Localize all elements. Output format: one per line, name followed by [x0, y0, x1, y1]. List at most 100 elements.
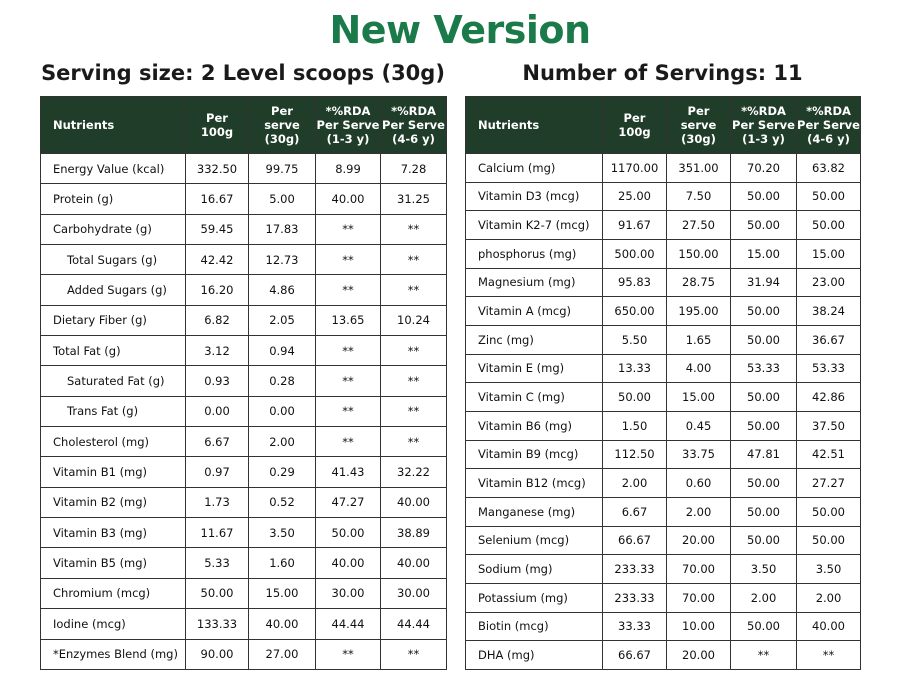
table-row: Dietary Fiber (g) 6.82 2.05 13.65 10.24 — [40, 304, 447, 337]
cell-value: ** — [380, 213, 447, 246]
cell-value: ** — [315, 274, 381, 306]
cell-value: 1170.00 — [602, 153, 667, 183]
left-table: Nutrients Per 100g Per serve (30g) *%RDA Pe… — [40, 96, 447, 670]
header-row: Nutrients Per 100g Per serve (30g) *%RDA Pe… — [465, 96, 861, 154]
nutrient-name: Calcium (mg) — [465, 153, 603, 183]
cell-value: 0.97 — [185, 456, 249, 488]
table-row: Protein (g) 16.67 5.00 40.00 31.25 — [40, 183, 447, 215]
cell-value: 7.50 — [666, 181, 731, 212]
left-heading: Serving size: 2 Level scoops (30g) — [41, 61, 445, 85]
cell-value: 40.00 — [248, 608, 316, 640]
cell-value: 50.00 — [185, 577, 249, 610]
cell-value: 50.00 — [730, 210, 797, 240]
nutrient-name: Protein (g) — [40, 183, 186, 215]
column-header: Nutrients — [40, 96, 186, 154]
column-header: *%RDA Per Serve (1-3 y) — [730, 96, 797, 154]
table-row: Vitamin B6 (mg) 1.50 0.45 50.00 37.50 — [465, 410, 861, 441]
cell-value: 0.60 — [666, 468, 731, 498]
cell-value: 28.75 — [666, 267, 731, 298]
cell-value: 50.00 — [730, 296, 797, 326]
cell-value: 13.65 — [315, 304, 381, 337]
column-header: Per 100g — [602, 96, 667, 154]
cell-value: 112.50 — [602, 439, 667, 470]
table-row: Magnesium (mg) 95.83 28.75 31.94 23.00 — [465, 267, 861, 298]
nutrient-name: Added Sugars (g) — [40, 274, 186, 306]
table-row: Cholesterol (mg) 6.67 2.00 ** ** — [40, 426, 447, 458]
cell-value: ** — [315, 638, 381, 670]
cell-value: 41.43 — [315, 456, 381, 488]
cell-value: 150.00 — [666, 238, 731, 269]
nutrient-name: Vitamin B1 (mg) — [40, 456, 186, 488]
cell-value: 47.27 — [315, 486, 381, 519]
cell-value: 25.00 — [602, 181, 667, 212]
cell-value: 50.00 — [730, 324, 797, 355]
table-row: Vitamin C (mg) 50.00 15.00 50.00 42.86 — [465, 382, 861, 412]
cell-value: 2.00 — [602, 468, 667, 498]
cell-value: 42.86 — [796, 382, 861, 412]
cell-value: 5.00 — [248, 183, 316, 215]
cell-value: 15.00 — [666, 382, 731, 412]
cell-value: ** — [380, 274, 447, 306]
cell-value: 44.44 — [380, 608, 447, 640]
cell-value: 500.00 — [602, 238, 667, 269]
cell-value: 38.89 — [380, 517, 447, 549]
cell-value: 5.33 — [185, 547, 249, 579]
cell-value: 15.00 — [730, 238, 797, 269]
nutrient-name: Vitamin B6 (mg) — [465, 410, 603, 441]
table-row: Biotin (mcg) 33.33 10.00 50.00 40.00 — [465, 611, 861, 642]
cell-value: 91.67 — [602, 210, 667, 240]
column-header: Nutrients — [465, 96, 603, 154]
table-row: Iodine (mcg) 133.33 40.00 44.44 44.44 — [40, 608, 447, 640]
cell-value: 50.00 — [796, 181, 861, 212]
cell-value: 11.67 — [185, 517, 249, 549]
nutrient-name: Iodine (mcg) — [40, 608, 186, 640]
cell-value: ** — [315, 244, 381, 276]
cell-value: ** — [380, 244, 447, 276]
right-table: Nutrients Per 100g Per serve (30g) *%RDA Pe… — [465, 96, 861, 670]
cell-value: 40.00 — [380, 486, 447, 519]
cell-value: 10.00 — [666, 611, 731, 642]
table-row: Calcium (mg) 1170.00 351.00 70.20 63.82 — [465, 153, 861, 183]
cell-value: 3.50 — [796, 554, 861, 584]
table-row: Total Sugars (g) 42.42 12.73 ** ** — [40, 244, 447, 276]
header-row: Nutrients Per 100g Per serve (30g) *%RDA Pe… — [40, 96, 447, 154]
cell-value: 59.45 — [185, 213, 249, 246]
cell-value: 4.00 — [666, 353, 731, 384]
cell-value: ** — [315, 335, 381, 367]
table-row: Vitamin B12 (mcg) 2.00 0.60 50.00 27.27 — [465, 468, 861, 498]
cell-value: 50.00 — [730, 181, 797, 212]
cell-value: 30.00 — [380, 577, 447, 610]
cell-value: 20.00 — [666, 640, 731, 670]
right-heading: Number of Servings: 11 — [522, 61, 803, 85]
nutrient-name: Vitamin B3 (mg) — [40, 517, 186, 549]
nutrient-name: Vitamin B2 (mg) — [40, 486, 186, 519]
cell-value: 36.67 — [796, 324, 861, 355]
table-row: Vitamin B2 (mg) 1.73 0.52 47.27 40.00 — [40, 486, 447, 519]
cell-value: 32.22 — [380, 456, 447, 488]
nutrient-name: Saturated Fat (g) — [40, 365, 186, 397]
nutrient-name: Biotin (mcg) — [465, 611, 603, 642]
cell-value: 332.50 — [185, 152, 249, 185]
cell-value: 63.82 — [796, 153, 861, 183]
cell-value: 50.00 — [796, 525, 861, 556]
table-row: phosphorus (mg) 500.00 150.00 15.00 15.00 — [465, 238, 861, 269]
table-row: Added Sugars (g) 16.20 4.86 ** ** — [40, 274, 447, 306]
cell-value: ** — [730, 640, 797, 670]
cell-value: 17.83 — [248, 213, 316, 246]
nutrient-name: Vitamin B12 (mcg) — [465, 468, 603, 498]
cell-value: 2.00 — [666, 496, 731, 527]
column-header: Per serve (30g) — [666, 96, 731, 154]
nutrient-name: Vitamin D3 (mcg) — [465, 181, 603, 212]
table-row: Vitamin B3 (mg) 11.67 3.50 50.00 38.89 — [40, 517, 447, 549]
cell-value: ** — [315, 213, 381, 246]
column-header: *%RDA Per Serve (4-6 y) — [380, 96, 447, 154]
cell-value: 42.42 — [185, 244, 249, 276]
cell-value: 50.00 — [796, 496, 861, 527]
table-row: Vitamin E (mg) 13.33 4.00 53.33 53.33 — [465, 353, 861, 384]
cell-value: 40.00 — [315, 183, 381, 215]
cell-value: 2.00 — [248, 426, 316, 458]
nutrient-name: Cholesterol (mg) — [40, 426, 186, 458]
table-row: DHA (mg) 66.67 20.00 ** ** — [465, 640, 861, 670]
table-row: Trans Fat (g) 0.00 0.00 ** ** — [40, 395, 447, 428]
